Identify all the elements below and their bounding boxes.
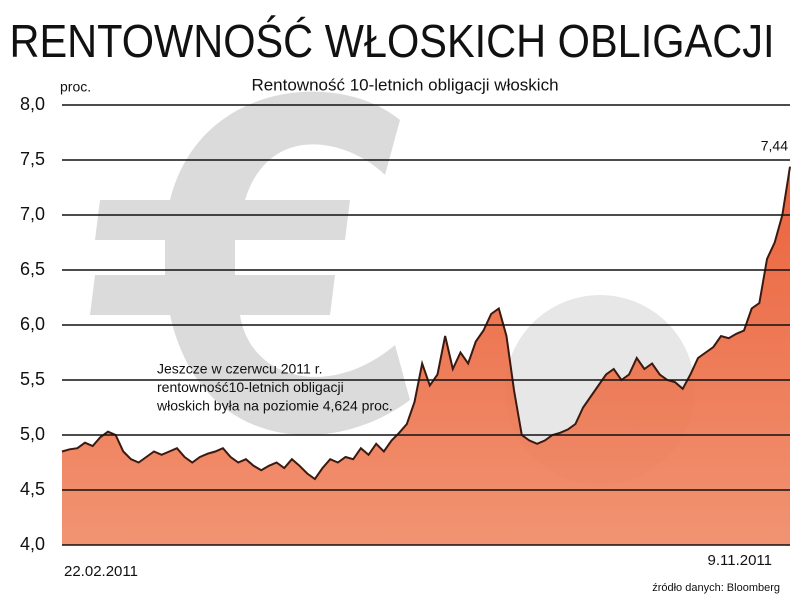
source: źródło danych: Bloomberg bbox=[652, 582, 780, 594]
x-tick-label: 9.11.2011 bbox=[707, 552, 772, 569]
y-tick-label: 6,0 bbox=[20, 314, 45, 334]
y-tick-label: 8,0 bbox=[20, 94, 45, 114]
y-tick-label: 4,5 bbox=[20, 479, 45, 499]
annotation: Jeszcze w czerwcu 2011 r. bbox=[157, 361, 322, 377]
x-tick-label: 22.02.2011 bbox=[64, 563, 138, 580]
y-tick-label: 5,5 bbox=[20, 369, 45, 389]
chart-title: RENTOWNOŚĆ WŁOSKICH OBLIGACJI bbox=[10, 15, 775, 67]
chart-subtitle: Rentowność 10-letnich obligacji włoskich bbox=[251, 75, 558, 94]
annotation: rentowność10-letnich obligacji bbox=[157, 379, 344, 395]
value-label: 7,44 bbox=[761, 137, 788, 153]
y-tick-label: 7,5 bbox=[20, 149, 45, 169]
y-tick-label: 5,0 bbox=[20, 424, 45, 444]
annotation: włoskich była na poziomie 4,624 proc. bbox=[156, 398, 393, 414]
y-tick-label: 6,5 bbox=[20, 259, 45, 279]
y-tick-label: 4,0 bbox=[20, 534, 45, 554]
y-tick-label: 7,0 bbox=[20, 204, 45, 224]
y-unit: proc. bbox=[60, 79, 91, 95]
area bbox=[62, 166, 790, 545]
